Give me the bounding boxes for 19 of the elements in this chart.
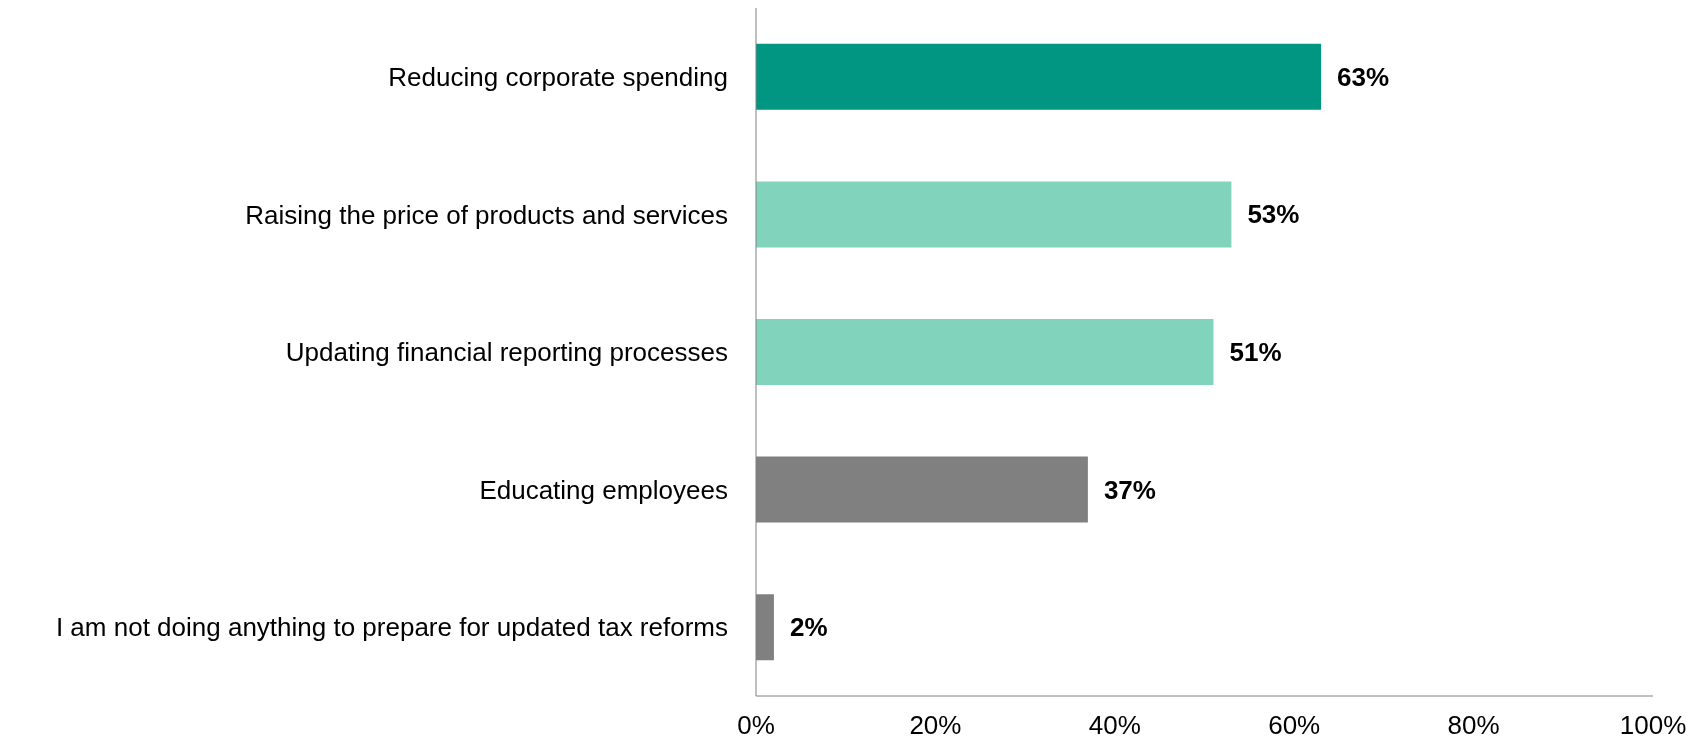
bar	[756, 181, 1232, 248]
data-label: 37%	[1103, 474, 1156, 505]
y-tick-label: Educating employees	[479, 474, 728, 505]
x-tick-label: 40%	[1088, 710, 1141, 741]
data-label: 63%	[1337, 61, 1390, 92]
bar	[756, 43, 1322, 110]
x-tick-label: 80%	[1447, 710, 1500, 741]
data-label: 51%	[1229, 336, 1282, 367]
y-tick-label: I am not doing anything to prepare for updated tax reforms	[55, 612, 728, 643]
x-tick-label: 100%	[1619, 710, 1687, 741]
bar	[756, 318, 1214, 385]
x-tick-label: 0%	[737, 710, 775, 741]
y-tick-label: Reducing corporate spending	[388, 62, 728, 93]
x-tick-label: 20%	[909, 710, 962, 741]
x-tick-label: 60%	[1268, 710, 1321, 741]
data-label: 53%	[1247, 199, 1300, 230]
data-label: 2%	[789, 612, 828, 643]
y-tick-label: Updating financial reporting processes	[285, 337, 728, 368]
y-tick-label: Raising the price of products and services	[245, 199, 728, 230]
